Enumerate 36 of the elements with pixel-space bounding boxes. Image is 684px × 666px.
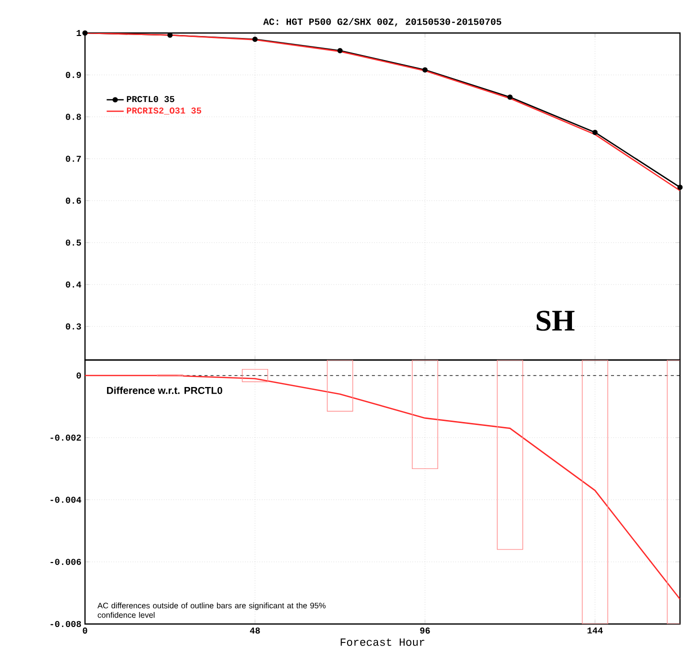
point xyxy=(677,184,683,190)
point xyxy=(337,48,343,54)
legend-label: PRCTL0 35 xyxy=(126,96,174,102)
x-tick-label: 144 xyxy=(588,628,603,634)
bar xyxy=(412,360,438,470)
y-tick-label: 0 xyxy=(76,372,81,379)
x-tick-label: 0 xyxy=(82,628,88,634)
y-tick-label: 0.5 xyxy=(66,240,82,246)
y-tick-label: 0.9 xyxy=(66,72,81,78)
bar xyxy=(242,368,268,382)
bar xyxy=(496,360,524,550)
annotation: Difference w.r.t. PRCTL0 xyxy=(107,386,222,394)
y-tick-label: 1 xyxy=(76,30,82,36)
point xyxy=(507,94,513,100)
point xyxy=(592,130,598,135)
legend-label: PRCRIS2_O31 35 xyxy=(126,108,202,114)
y-tick-label: 0.4 xyxy=(66,281,82,288)
y-tick-label: 0.8 xyxy=(66,114,82,120)
y-tick-label: -0.002 xyxy=(50,434,81,441)
chart-title: AC: HGT P500 G2/SHX 00Z, 20150530-20150705 xyxy=(263,18,502,26)
bar xyxy=(326,360,354,412)
y-tick-label: -0.004 xyxy=(50,496,82,503)
x-tick-label: 48 xyxy=(250,628,260,634)
y-tick-label: -0.008 xyxy=(50,620,81,628)
y-tick-label: 0.3 xyxy=(66,323,82,330)
point xyxy=(252,36,258,42)
point xyxy=(82,30,88,36)
y-tick-label: 0.7 xyxy=(66,156,81,162)
line-series xyxy=(85,374,680,600)
y-tick-label: -0.006 xyxy=(50,558,81,565)
bar xyxy=(582,360,608,624)
y-tick-label: 0.6 xyxy=(66,198,81,204)
x-axis-title: Forecast Hour xyxy=(340,638,424,646)
point xyxy=(422,67,428,73)
x-tick-label: 96 xyxy=(420,628,430,634)
annotation: SH xyxy=(536,310,574,331)
